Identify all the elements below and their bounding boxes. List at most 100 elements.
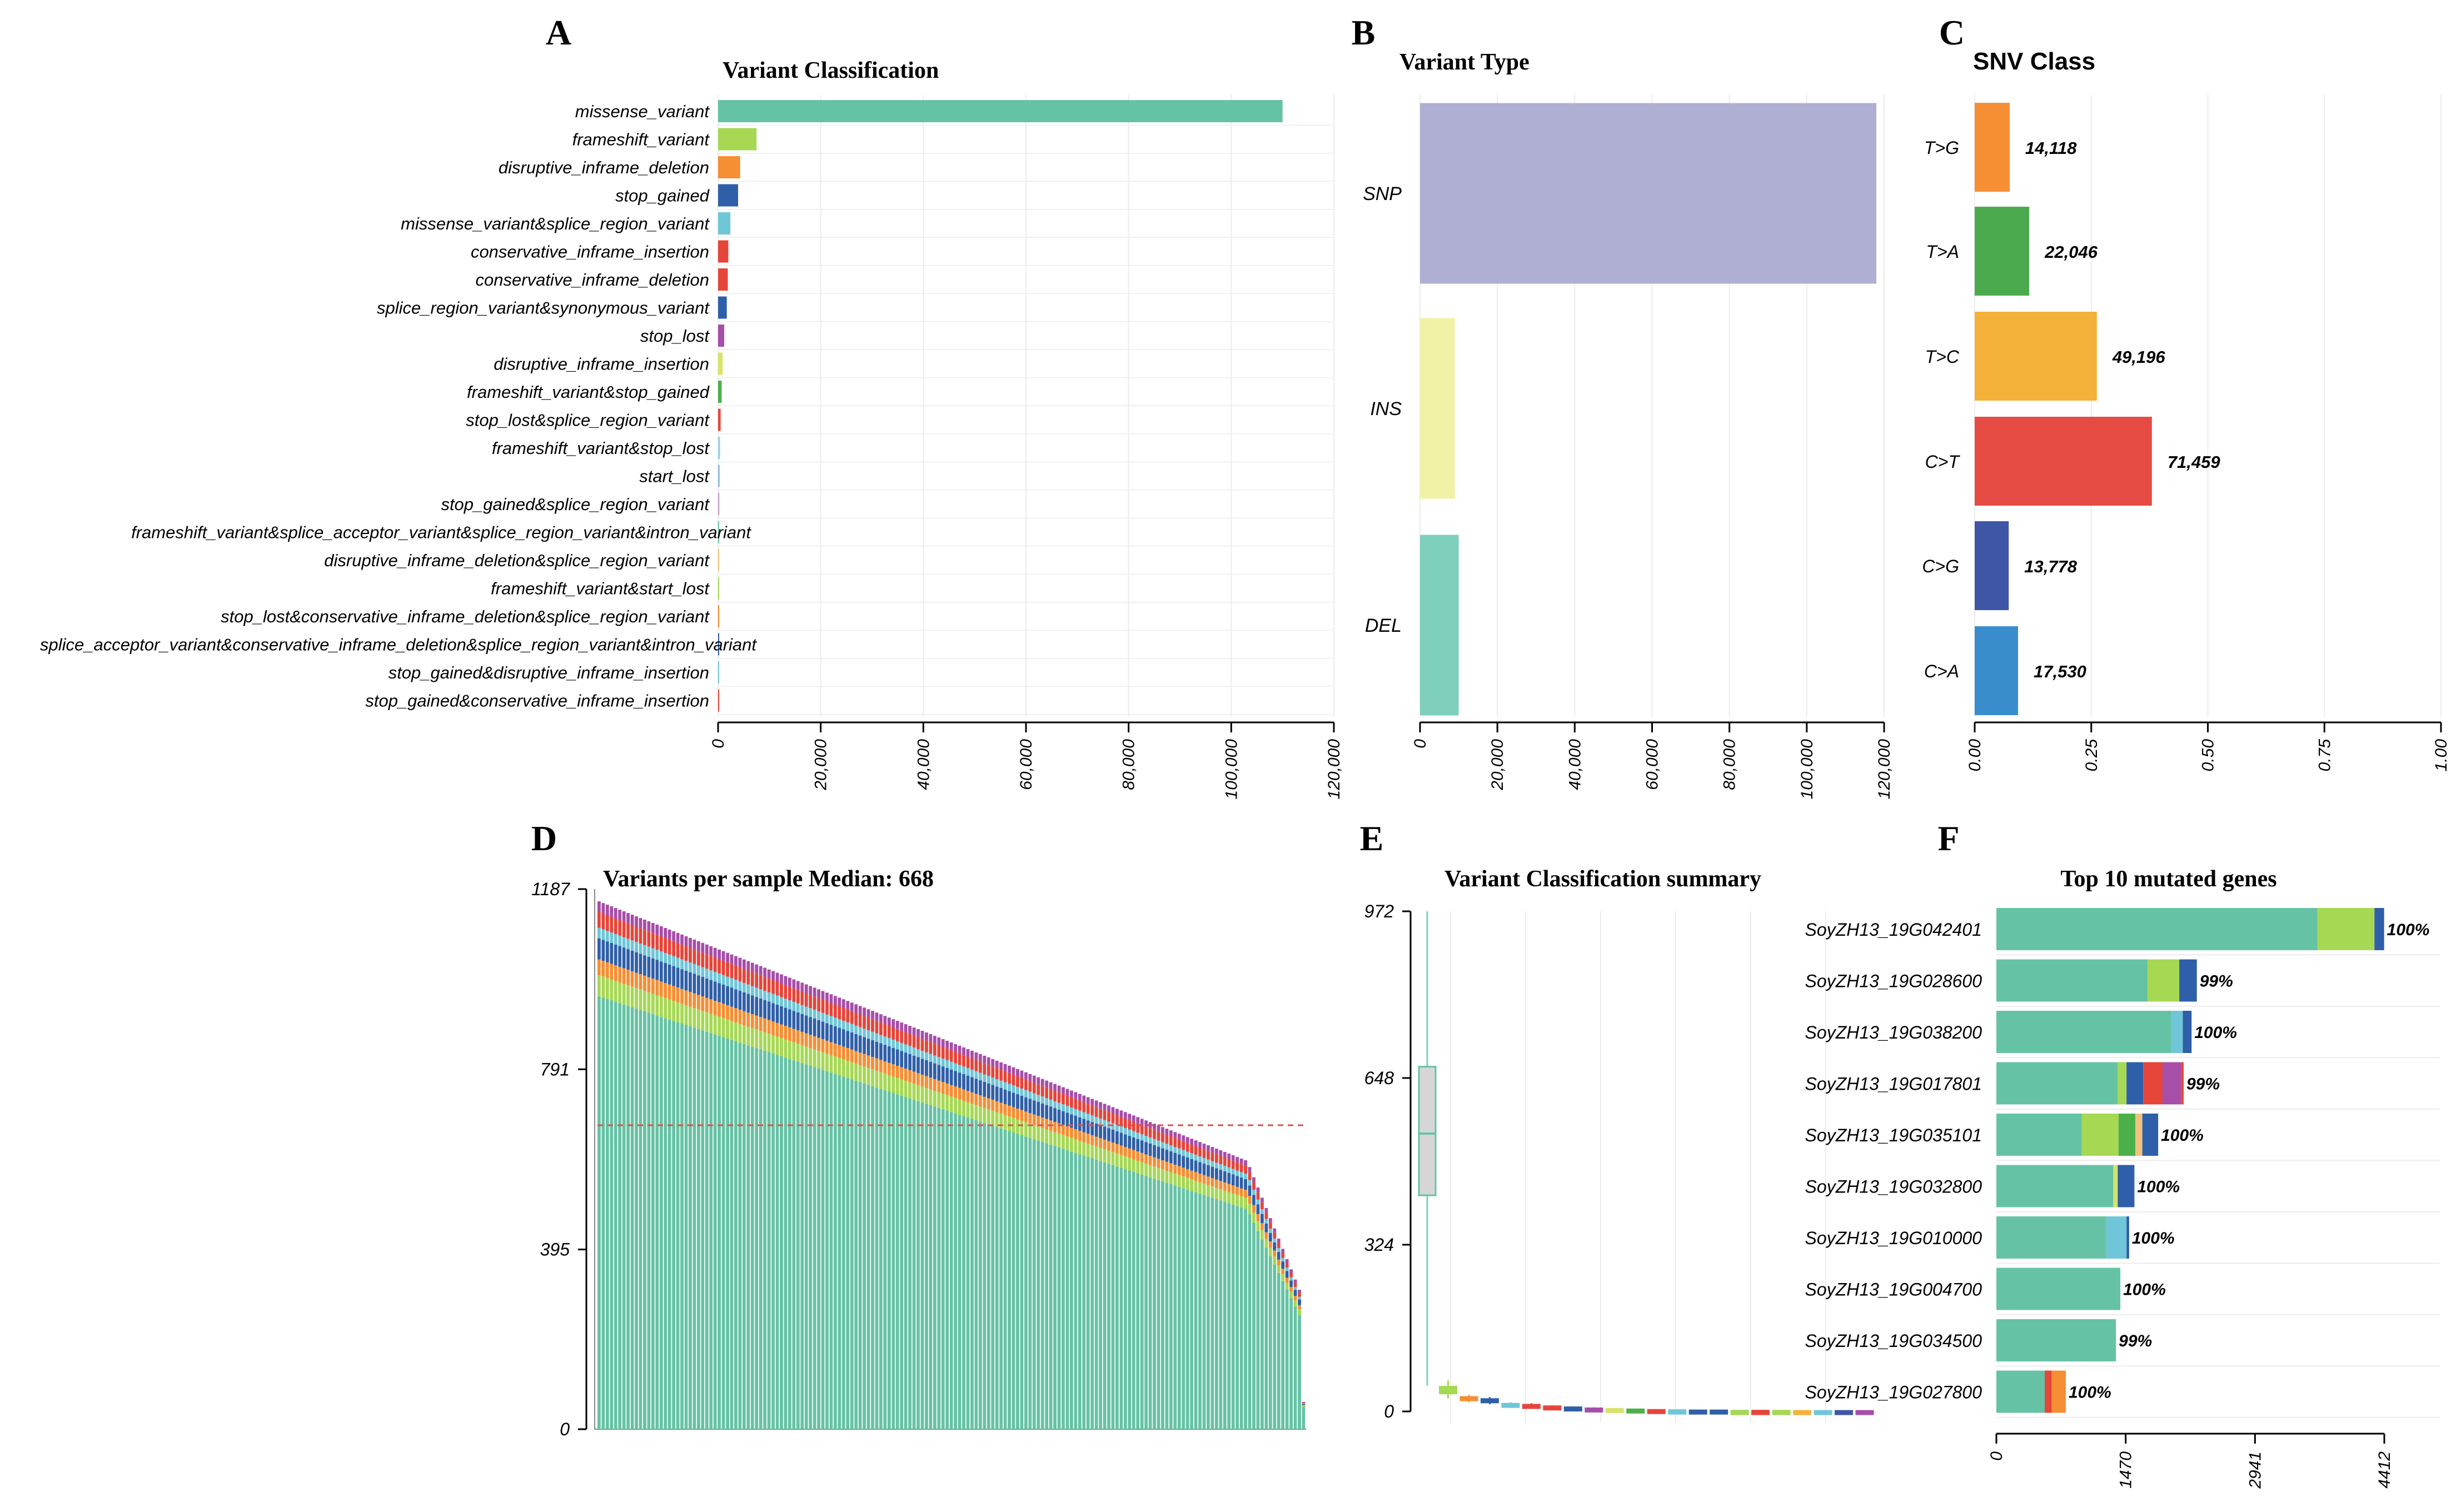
- gene-label: SoyZH13_19G028600: [1805, 971, 1982, 991]
- sample-bar-segment: [1016, 1069, 1019, 1076]
- gene-bar-segment: [2045, 1370, 2052, 1413]
- sample-bar-segment: [1053, 1084, 1057, 1091]
- sample-bar-segment: [858, 1065, 862, 1082]
- y-tick-label: 972: [1364, 901, 1394, 921]
- sample-bar-segment: [854, 1012, 858, 1026]
- sample-bar-segment: [991, 1125, 995, 1429]
- sample-bar-segment: [676, 932, 680, 943]
- sample-bar-segment: [1298, 1293, 1301, 1297]
- sample-bar-segment: [1252, 1205, 1256, 1213]
- sample-bar-segment: [966, 1075, 970, 1091]
- sample-bar-segment: [726, 976, 729, 986]
- sample-bar-segment: [1078, 1130, 1082, 1141]
- sample-bar-segment: [709, 980, 713, 1000]
- sample-bar-segment: [1207, 1176, 1210, 1185]
- sample-bar-segment: [1107, 1141, 1110, 1151]
- sample-bar-segment: [1103, 1110, 1107, 1120]
- panel-b-chart: 0 20,000 40,000 60,000 80,000 100,000 120,000 S…: [1363, 94, 1894, 799]
- sample-bar-segment: [763, 1000, 767, 1019]
- sample-bar-segment: [1115, 1115, 1119, 1125]
- sample-bar-segment: [626, 985, 630, 1006]
- sample-bar-segment: [1065, 1095, 1069, 1106]
- sample-bar-segment: [1169, 1172, 1173, 1185]
- bar: [1975, 103, 2010, 192]
- sample-bar-segment: [1045, 1087, 1049, 1099]
- sample-bar-segment: [622, 1004, 626, 1429]
- sample-bar-segment: [920, 1102, 924, 1429]
- sample-bar-segment: [912, 1100, 916, 1429]
- sample-bar-segment: [1202, 1175, 1206, 1184]
- sample-bar-segment: [1173, 1174, 1177, 1186]
- sample-bar-segment: [1003, 1115, 1007, 1130]
- sample-bar-segment: [1281, 1261, 1285, 1269]
- x-tick-label: 40,000: [914, 739, 933, 790]
- sample-bar-segment: [1062, 1111, 1065, 1125]
- sample-bar-segment: [1268, 1232, 1272, 1242]
- bar: [718, 605, 719, 627]
- sample-bar-segment: [991, 1066, 995, 1078]
- sample-bar-segment: [689, 1006, 692, 1026]
- sample-bar-segment: [730, 954, 734, 964]
- sample-bar-segment: [817, 989, 820, 999]
- sample-bar-segment: [659, 981, 663, 997]
- gene-bar-segment: [1996, 1114, 2082, 1156]
- sample-bar-segment: [1111, 1123, 1115, 1130]
- sample-bar-segment: [693, 964, 696, 974]
- sample-bar-segment: [1223, 1157, 1227, 1166]
- sample-bar-segment: [746, 970, 750, 985]
- sample-bar-segment: [1219, 1189, 1223, 1201]
- sample-bar-segment: [1227, 1172, 1231, 1184]
- sample-bar-segment: [1227, 1203, 1231, 1429]
- sample-bar-segment: [635, 916, 638, 927]
- sample-bar-segment: [1239, 1164, 1243, 1172]
- sample-bar-segment: [780, 997, 783, 1006]
- sample-bar-segment: [726, 986, 729, 1005]
- bar: [718, 212, 731, 234]
- sample-bar-segment: [904, 1044, 908, 1053]
- sample-bar-segment: [1190, 1179, 1194, 1191]
- gene-bar-segment: [1996, 1370, 2045, 1413]
- sample-bar-segment: [841, 1059, 845, 1077]
- data-label: 14,118: [2025, 138, 2077, 158]
- sample-bar-segment: [1053, 1132, 1057, 1146]
- sample-bar-segment: [651, 922, 655, 934]
- bar: [1420, 535, 1459, 716]
- sample-bar-segment: [866, 1068, 870, 1085]
- sample-bar-segment: [788, 1059, 791, 1429]
- sample-bar-segment: [1074, 1152, 1078, 1429]
- sample-bar-segment: [597, 959, 601, 976]
- sample-bar-segment: [846, 1031, 850, 1049]
- sample-bar-segment: [643, 919, 646, 930]
- sample-bar-segment: [1223, 1166, 1227, 1171]
- sample-bar-segment: [1227, 1159, 1231, 1167]
- sample-bar-segment: [1236, 1206, 1239, 1429]
- sample-bar-segment: [1107, 1151, 1110, 1164]
- sample-bar-segment: [1298, 1299, 1301, 1305]
- sample-bar-segment: [804, 993, 808, 1007]
- percent-label: 100%: [2194, 1024, 2237, 1042]
- y-tick-label: 324: [1364, 1235, 1394, 1255]
- sample-bar-segment: [792, 1042, 796, 1061]
- sample-bar-segment: [1157, 1180, 1160, 1429]
- sample-bar-segment: [1219, 1164, 1223, 1170]
- sample-bar-segment: [780, 1038, 783, 1056]
- sample-bar-segment: [659, 951, 663, 962]
- sample-bar-segment: [672, 1021, 676, 1429]
- bar: [718, 128, 757, 151]
- sample-bar-segment: [871, 1086, 874, 1429]
- sample-bar-segment: [916, 1057, 920, 1074]
- x-tick-label: 2941: [2246, 1451, 2264, 1489]
- sample-bar-segment: [1115, 1166, 1119, 1429]
- sample-bar-segment: [597, 927, 601, 939]
- sample-bar-segment: [1144, 1154, 1148, 1164]
- sample-bar-segment: [713, 1015, 717, 1035]
- sample-bar-segment: [1289, 1272, 1293, 1278]
- x-tick-label: 0: [1411, 739, 1429, 748]
- sample-bar-segment: [825, 1014, 829, 1024]
- sample-bar-segment: [1165, 1182, 1169, 1429]
- sample-bar-segment: [651, 948, 655, 959]
- sample-bar-segment: [895, 1094, 899, 1429]
- sample-bar-segment: [601, 929, 605, 940]
- sample-bar-segment: [1099, 1138, 1103, 1148]
- sample-bar-segment: [684, 936, 688, 946]
